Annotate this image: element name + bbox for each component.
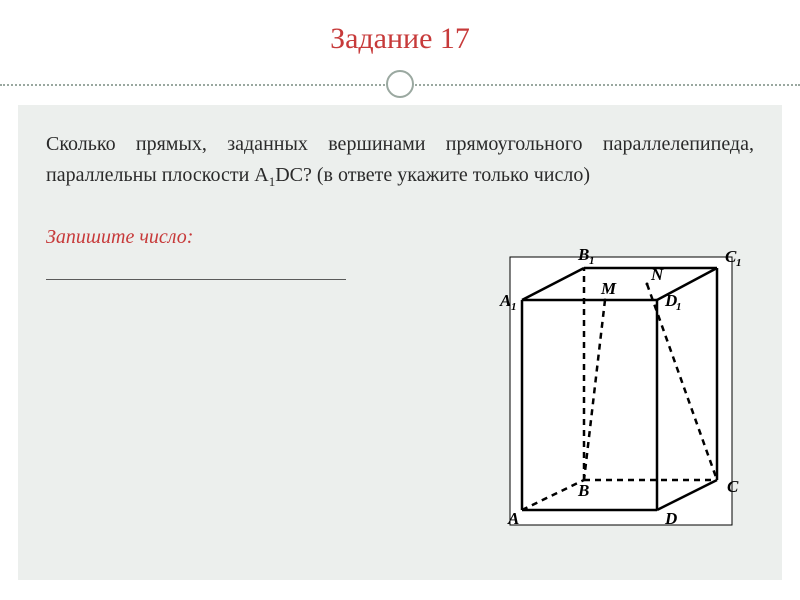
svg-text:B: B xyxy=(577,481,589,500)
svg-text:A: A xyxy=(507,509,519,528)
content-panel: Сколько прямых, заданных вершинами прямо… xyxy=(18,105,782,580)
svg-text:1: 1 xyxy=(676,301,682,313)
svg-text:A: A xyxy=(499,291,511,310)
divider-circle xyxy=(386,70,414,98)
svg-text:C: C xyxy=(727,477,739,496)
cuboid-diagram: ABCDA1B1C1D1MN xyxy=(492,235,752,535)
svg-text:N: N xyxy=(650,265,664,284)
divider xyxy=(0,70,800,100)
slide-title: Задание 17 xyxy=(0,22,800,56)
svg-text:1: 1 xyxy=(511,301,517,313)
svg-text:M: M xyxy=(600,279,617,298)
cuboid-svg: ABCDA1B1C1D1MN xyxy=(492,235,752,535)
question-part2: DC? (в ответе укажите только число) xyxy=(275,164,590,186)
svg-text:D: D xyxy=(664,509,677,528)
title-area: Задание 17 xyxy=(0,0,800,70)
svg-text:1: 1 xyxy=(589,255,595,267)
diagram-frame xyxy=(510,257,732,525)
question-text: Сколько прямых, заданных вершинами прямо… xyxy=(46,129,754,192)
svg-text:1: 1 xyxy=(736,257,742,269)
answer-line xyxy=(46,279,346,280)
svg-text:B: B xyxy=(577,245,589,264)
slide: Задание 17 Сколько прямых, заданных верш… xyxy=(0,0,800,600)
